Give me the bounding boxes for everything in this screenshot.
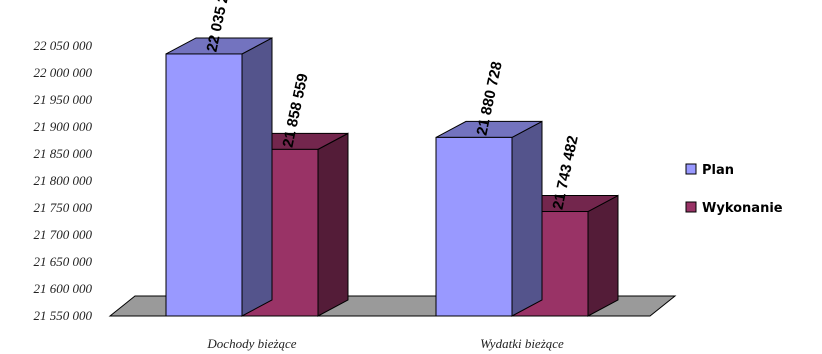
y-tick-label: 21 800 000: [34, 173, 93, 188]
y-tick-label: 21 650 000: [34, 254, 93, 269]
y-tick-label: 21 600 000: [34, 281, 93, 296]
legend-label: Wykonanie: [702, 201, 783, 216]
legend: Plan Wykonanie: [685, 163, 783, 216]
y-tick-label: 21 950 000: [34, 92, 93, 107]
bar-side: [511, 120, 543, 317]
y-tick-label: 21 700 000: [34, 227, 93, 242]
bar-plan: [165, 37, 273, 317]
bar-front: [435, 136, 513, 317]
legend-label: Plan: [702, 163, 734, 178]
bar-side: [241, 37, 273, 317]
y-tick-label: 21 550 000: [34, 308, 93, 323]
category-label: Dochody bieżące: [206, 336, 296, 351]
category-label: Wydatki bieżące: [480, 336, 564, 351]
legend-swatch: [685, 163, 697, 175]
y-tick-label: 21 750 000: [34, 200, 93, 215]
y-tick-label: 22 000 000: [34, 65, 93, 80]
y-tick-label: 21 900 000: [34, 119, 93, 134]
y-tick-label: 21 850 000: [34, 146, 93, 161]
y-tick-label: 22 050 000: [34, 38, 93, 53]
legend-swatch: [685, 201, 697, 213]
bar-side: [317, 132, 349, 317]
bar-front: [165, 53, 243, 317]
bar-side: [587, 194, 619, 317]
bar-plan: [435, 120, 543, 317]
